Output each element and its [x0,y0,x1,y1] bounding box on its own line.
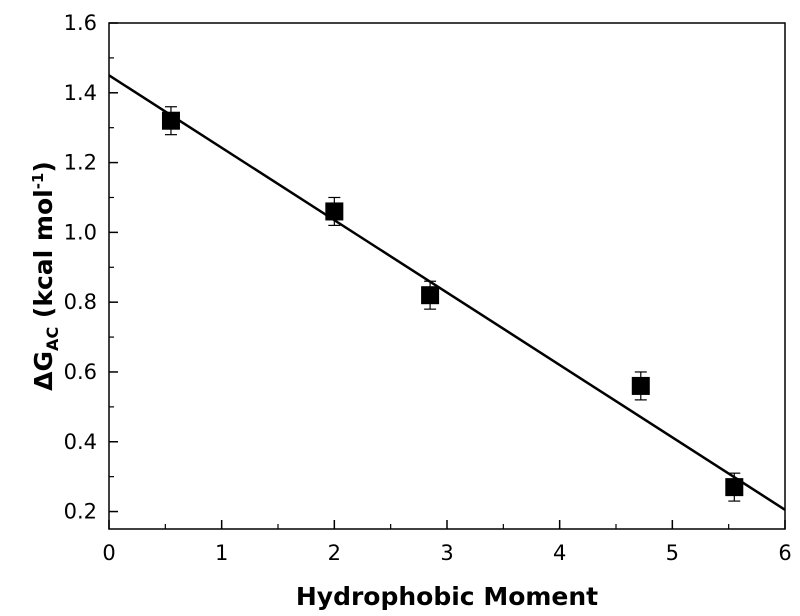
x-tick-label: 4 [553,541,566,565]
y-axis-title-symbol: ΔG [29,351,58,391]
x-axis-ticks: 0 1 2 3 4 5 6 [102,520,792,565]
plot-content [108,74,786,511]
y-axis-title-unit-close: ) [29,161,58,172]
y-axis-title-unit: (kcal mol [29,189,58,327]
data-point [325,202,344,221]
y-tick-label: 1.0 [64,220,97,244]
data-point [161,111,180,130]
x-tick-label: 6 [778,541,791,565]
y-tick-label: 1.2 [64,151,97,175]
x-tick-label: 3 [440,541,453,565]
y-tick-label: 0.8 [64,290,97,314]
x-axis-title: Hydrophobic Moment [296,582,598,611]
data-point [421,286,440,305]
x-tick-label: 1 [215,541,228,565]
data-point [725,478,744,497]
data-point [631,376,650,395]
y-tick-label: 0.6 [64,360,97,384]
x-tick-label: 2 [328,541,341,565]
y-tick-label: 0.2 [64,500,97,524]
y-tick-label: 0.4 [64,430,97,454]
y-axis-title-subscript: AC [43,327,62,351]
fit-line [108,74,786,511]
x-tick-label: 5 [666,541,679,565]
x-tick-label: 0 [102,541,115,565]
y-tick-label: 1.6 [64,11,97,35]
plot-frame [108,22,786,530]
y-axis-ticks: 0.2 0.4 0.6 0.8 1.0 1.2 1.4 1.6 [64,11,118,524]
y-tick-label: 1.4 [64,81,97,105]
y-axis-title: ΔGAC (kcal mol-1) [29,161,62,391]
y-axis-title-superscript: -1 [29,173,47,190]
